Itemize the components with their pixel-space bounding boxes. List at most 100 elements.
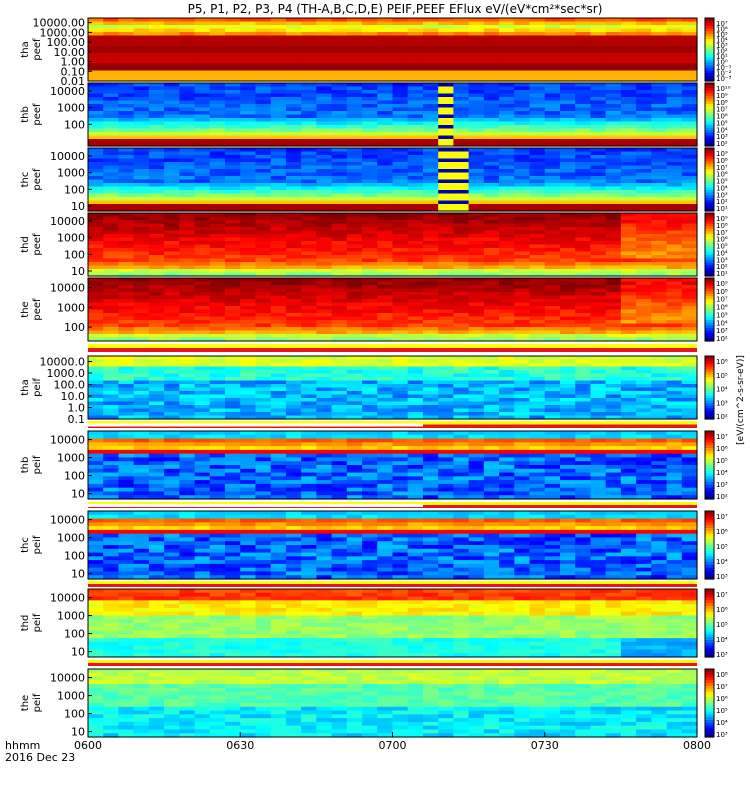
heatmap-cell <box>530 381 546 385</box>
heatmap-cell <box>484 331 500 335</box>
heatmap-cell <box>195 224 211 228</box>
heatmap-cell <box>651 29 667 33</box>
heatmap-cell <box>408 204 424 208</box>
heatmap-cell <box>301 248 317 252</box>
heatmap-cell <box>271 152 287 156</box>
heatmap-cell <box>575 152 591 156</box>
heatmap-cell <box>210 129 226 133</box>
heatmap-cell <box>255 454 271 458</box>
heatmap-cell <box>255 217 271 221</box>
heatmap-cell <box>682 155 698 159</box>
heatmap-cell <box>682 259 698 263</box>
heatmap-cell <box>377 53 393 57</box>
heatmap-cell <box>225 356 241 360</box>
heatmap-cell <box>149 87 165 91</box>
heatmap-cell <box>362 398 378 402</box>
heatmap-cell <box>134 402 150 406</box>
heatmap-cell <box>240 194 256 198</box>
heatmap-cell <box>438 204 454 208</box>
heatmap-cell <box>408 148 424 152</box>
heatmap-cell <box>88 331 104 335</box>
heatmap-cell <box>682 173 698 177</box>
heatmap-cell <box>179 224 195 228</box>
heatmap-cell <box>88 398 104 402</box>
heatmap-cell <box>530 324 546 328</box>
heatmap-cell <box>682 217 698 221</box>
heatmap-cell <box>423 111 439 115</box>
heatmap-cell <box>179 306 195 310</box>
heatmap-cell <box>590 255 606 259</box>
heatmap-cell <box>103 162 119 166</box>
heatmap-cell <box>88 303 104 307</box>
heatmap-cell <box>606 129 622 133</box>
heatmap-cell <box>118 476 134 480</box>
heatmap-cell <box>332 285 348 289</box>
heatmap-cell <box>545 245 561 249</box>
heatmap-cell <box>408 136 424 140</box>
heatmap-cell <box>118 111 134 115</box>
heatmap-cell <box>499 115 515 119</box>
heatmap-cell <box>210 148 226 152</box>
heatmap-cell <box>149 384 165 388</box>
heatmap-cell <box>377 391 393 395</box>
heatmap-cell <box>530 204 546 208</box>
heatmap-cell <box>453 115 469 119</box>
heatmap-cell <box>225 29 241 33</box>
heatmap-cell <box>590 97 606 101</box>
heatmap-cell <box>316 32 332 36</box>
heatmap-cell <box>225 457 241 461</box>
heatmap-cell <box>682 220 698 224</box>
heatmap-cell <box>149 381 165 385</box>
heatmap-cell <box>255 412 271 416</box>
heatmap-cell <box>545 374 561 378</box>
heatmap-cell <box>651 25 667 29</box>
heatmap-cell <box>636 183 652 187</box>
heatmap-cell <box>134 187 150 191</box>
heatmap-cell <box>667 306 683 310</box>
heatmap-cell <box>195 431 211 435</box>
heatmap-cell <box>134 320 150 324</box>
heatmap-cell <box>499 64 515 68</box>
heatmap-cell <box>149 155 165 159</box>
heatmap-cell <box>606 360 622 364</box>
heatmap-cell <box>240 183 256 187</box>
heatmap-cell <box>362 36 378 40</box>
heatmap-cell <box>393 104 409 108</box>
heatmap-cell <box>347 278 363 282</box>
heatmap-cell <box>621 122 637 126</box>
heatmap-cell <box>453 183 469 187</box>
heatmap-cell <box>255 101 271 105</box>
heatmap-cell <box>362 439 378 443</box>
heatmap-cell <box>362 234 378 238</box>
heatmap-cell <box>286 101 302 105</box>
heatmap-cell <box>621 71 637 75</box>
heatmap-cell <box>499 402 515 406</box>
heatmap-cell <box>240 173 256 177</box>
heatmap-cell <box>682 409 698 413</box>
colorbar-tick-label: 10⁴ <box>716 386 728 394</box>
heatmap-cell <box>134 129 150 133</box>
heatmap-cell <box>514 87 530 91</box>
heatmap-cell <box>575 183 591 187</box>
heatmap-cell <box>514 101 530 105</box>
heatmap-cell <box>530 87 546 91</box>
heatmap-cell <box>362 320 378 324</box>
heatmap-cell <box>210 255 226 259</box>
heatmap-cell <box>332 83 348 87</box>
heatmap-cell <box>530 331 546 335</box>
heatmap-cell <box>606 248 622 252</box>
heatmap-cell <box>103 461 119 465</box>
heatmap-cell <box>286 108 302 112</box>
heatmap-cell <box>149 60 165 64</box>
heatmap-cell <box>347 324 363 328</box>
heatmap-cell <box>179 111 195 115</box>
heatmap-cell <box>514 331 530 335</box>
heatmap-cell <box>149 136 165 140</box>
heatmap-cell <box>210 363 226 367</box>
heatmap-cell <box>499 43 515 47</box>
heatmap-cell <box>103 220 119 224</box>
heatmap-cell <box>88 197 104 201</box>
heatmap-cell <box>393 190 409 194</box>
heatmap-cell <box>423 94 439 98</box>
heatmap-cell <box>195 360 211 364</box>
